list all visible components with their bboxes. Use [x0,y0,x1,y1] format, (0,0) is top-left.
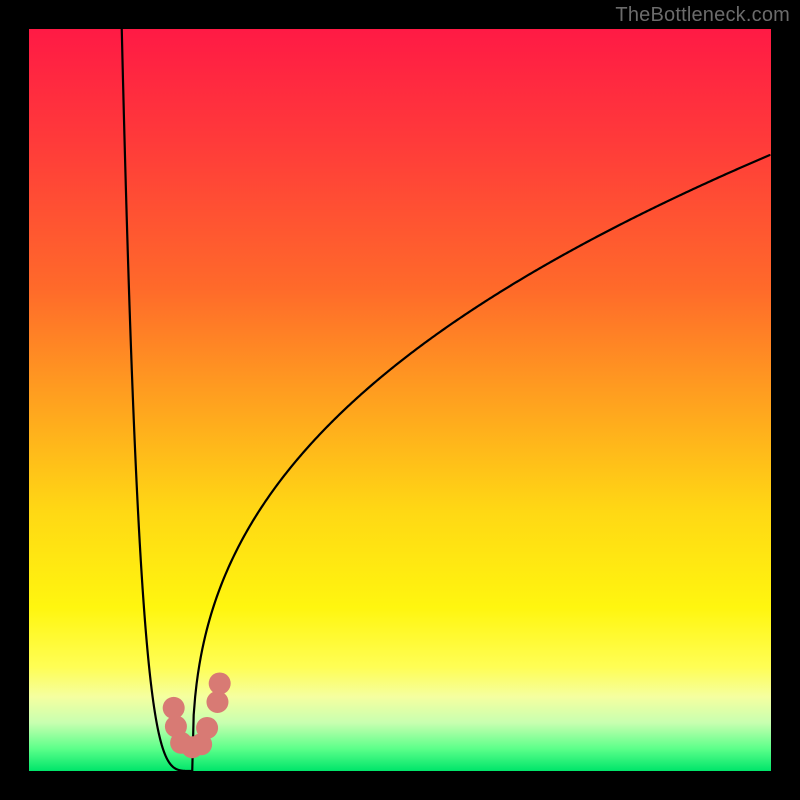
data-marker [163,697,185,719]
data-marker [196,717,218,739]
bottleneck-chart [0,0,800,800]
data-marker [206,691,228,713]
watermark-text: TheBottleneck.com [615,4,790,27]
data-marker [209,672,231,694]
chart-background [29,29,771,771]
chart-container: TheBottleneck.com [0,0,800,800]
